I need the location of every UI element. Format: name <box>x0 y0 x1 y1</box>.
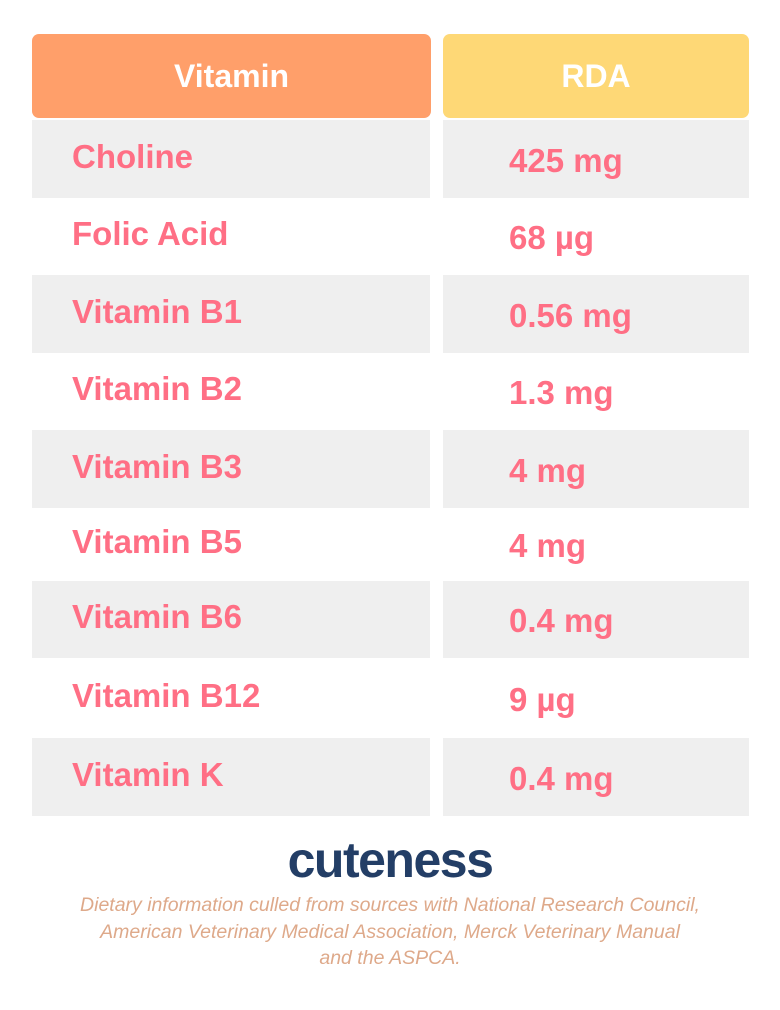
table-row: Vitamin B3 4 mg <box>32 430 749 508</box>
vitamin-cell: Vitamin B2 <box>32 353 430 431</box>
rda-value: 425 mg <box>509 141 623 179</box>
rda-cell: 1.3 mg <box>443 353 749 431</box>
vitamin-cell: Vitamin B1 <box>32 275 430 353</box>
vitamin-name: Vitamin B5 <box>72 523 242 560</box>
rda-value: 9 µg <box>509 681 576 718</box>
vitamin-name: Vitamin B6 <box>72 598 242 636</box>
vitamin-cell: Vitamin B5 <box>32 508 430 581</box>
rda-cell: 4 mg <box>443 430 749 508</box>
rda-cell: 425 mg <box>443 120 749 198</box>
table-row: Vitamin B2 1.3 mg <box>32 353 749 431</box>
table-row: Vitamin B12 9 µg <box>32 658 749 738</box>
vitamin-name: Vitamin B1 <box>72 292 242 330</box>
table-body: Choline 425 mg Folic Acid 68 µg Vitamin … <box>32 120 749 816</box>
header-rda: RDA <box>443 34 749 118</box>
table-row: Vitamin B6 0.4 mg <box>32 580 749 658</box>
vitamin-cell: Vitamin K <box>32 738 430 816</box>
rda-cell: 68 µg <box>443 198 749 276</box>
vitamin-cell: Vitamin B3 <box>32 430 430 508</box>
vitamin-name: Vitamin B12 <box>72 677 261 714</box>
rda-value: 1.3 mg <box>509 374 614 412</box>
header-vitamin: Vitamin <box>32 34 431 118</box>
rda-value: 0.56 mg <box>509 296 632 334</box>
vitamin-name: Vitamin B2 <box>72 370 242 408</box>
rda-cell: 4 mg <box>443 508 749 581</box>
table-row: Choline 425 mg <box>32 120 749 198</box>
vitamin-cell: Folic Acid <box>32 198 430 276</box>
source-caption: Dietary information culled from sources … <box>20 892 760 972</box>
vitamin-name: Vitamin K <box>72 755 224 793</box>
table-header: Vitamin RDA <box>32 34 749 118</box>
vitamin-name: Folic Acid <box>72 215 229 253</box>
table-row: Vitamin B1 0.56 mg <box>32 275 749 353</box>
vitamin-name: Vitamin B3 <box>72 447 242 485</box>
rda-cell: 9 µg <box>443 658 749 738</box>
caption-line: Dietary information culled from sources … <box>80 894 700 916</box>
table-row: Folic Acid 68 µg <box>32 198 749 276</box>
rda-value: 0.4 mg <box>509 759 614 797</box>
rda-cell: 0.4 mg <box>443 580 749 658</box>
rda-value: 68 µg <box>509 219 595 257</box>
caption-line: American Veterinary Medical Association,… <box>100 920 680 943</box>
caption-line: and the ASPCA. <box>319 947 461 969</box>
vitamin-cell: Vitamin B6 <box>32 580 430 658</box>
vitamin-name: Choline <box>72 137 193 175</box>
table-row: Vitamin K 0.4 mg <box>32 738 749 816</box>
rda-cell: 0.56 mg <box>443 275 749 353</box>
rda-value: 0.4 mg <box>509 602 614 640</box>
table-row: Vitamin B5 4 mg <box>32 508 749 581</box>
vitamin-rda-table: Vitamin RDA Choline 425 mg Folic Acid 68… <box>32 34 749 816</box>
rda-value: 4 mg <box>509 527 587 564</box>
vitamin-cell: Vitamin B12 <box>32 658 430 738</box>
rda-cell: 0.4 mg <box>443 738 749 816</box>
rda-value: 4 mg <box>509 451 587 489</box>
vitamin-cell: Choline <box>32 120 430 198</box>
cuteness-logo: cuteness <box>287 832 494 888</box>
